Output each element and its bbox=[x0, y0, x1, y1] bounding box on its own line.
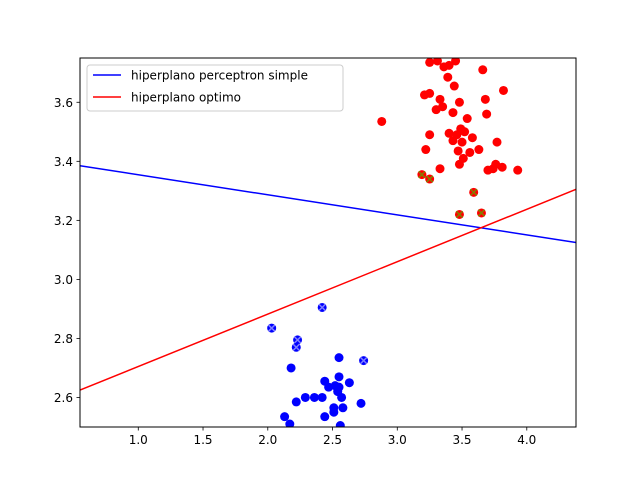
data-point bbox=[454, 159, 464, 169]
data-point bbox=[344, 378, 354, 388]
x-tick-label: 4.0 bbox=[517, 433, 536, 447]
data-point bbox=[465, 147, 475, 157]
data-point bbox=[421, 145, 431, 155]
data-point bbox=[435, 164, 445, 174]
legend: hiperplano perceptron simple hiperplano … bbox=[86, 64, 344, 112]
support-vector-marker bbox=[318, 303, 326, 312]
support-vector-marker bbox=[477, 209, 486, 217]
y-tick-label: 3.2 bbox=[54, 214, 73, 228]
data-point bbox=[449, 81, 459, 91]
data-point bbox=[492, 137, 502, 147]
data-point bbox=[356, 398, 366, 408]
data-point bbox=[435, 94, 445, 104]
data-point bbox=[377, 116, 387, 126]
data-point bbox=[425, 58, 435, 67]
data-point bbox=[480, 94, 490, 104]
data-point bbox=[335, 421, 345, 427]
data-point bbox=[474, 145, 484, 155]
legend-label-optimo: hiperplano optimo bbox=[131, 91, 241, 105]
data-point bbox=[280, 412, 290, 422]
data-point bbox=[337, 392, 347, 402]
data-point bbox=[438, 102, 448, 112]
data-point bbox=[285, 419, 295, 427]
data-point bbox=[291, 397, 301, 407]
data-point bbox=[444, 60, 454, 70]
x-tick-label: 3.5 bbox=[452, 433, 471, 447]
axes-frame bbox=[79, 57, 577, 428]
data-point bbox=[497, 162, 507, 172]
data-point bbox=[454, 97, 464, 107]
data-point bbox=[448, 108, 458, 118]
support-vector-marker bbox=[267, 324, 276, 332]
data-point bbox=[300, 392, 310, 402]
data-point bbox=[425, 88, 435, 98]
perceptron-hyperplane-line bbox=[80, 165, 576, 244]
y-tick-label: 3.0 bbox=[54, 273, 73, 287]
support-vector-marker bbox=[455, 210, 464, 219]
x-tick-label: 3.0 bbox=[388, 433, 407, 447]
support-vector-marker bbox=[425, 175, 434, 183]
y-tick-label: 3.4 bbox=[54, 155, 73, 169]
data-point bbox=[320, 412, 330, 422]
data-point bbox=[513, 165, 523, 175]
x-tick-label: 2.0 bbox=[258, 433, 277, 447]
data-point bbox=[453, 146, 463, 156]
x-tick-label: 1.5 bbox=[193, 433, 212, 447]
legend-box bbox=[86, 64, 344, 112]
support-vector-marker bbox=[293, 336, 302, 344]
data-point bbox=[478, 65, 488, 75]
data-point bbox=[451, 58, 461, 66]
support-vector-marker bbox=[418, 170, 426, 179]
data-point bbox=[448, 136, 458, 146]
x-axis: 1.0 1.5 2.0 2.5 3.0 3.5 4.0 bbox=[129, 427, 536, 447]
support-vector-marker bbox=[292, 343, 301, 352]
data-point bbox=[329, 407, 339, 417]
y-tick-label: 2.8 bbox=[54, 332, 73, 346]
legend-label-perceptron: hiperplano perceptron simple bbox=[131, 69, 308, 83]
data-point bbox=[498, 85, 508, 95]
y-tick-label: 2.6 bbox=[54, 391, 73, 405]
x-tick-label: 1.0 bbox=[129, 433, 148, 447]
x-tick-label: 2.5 bbox=[323, 433, 342, 447]
data-point bbox=[425, 130, 435, 140]
data-point bbox=[432, 58, 442, 66]
data-point bbox=[482, 109, 492, 119]
data-point bbox=[444, 128, 454, 138]
data-point bbox=[338, 403, 348, 413]
y-axis: 2.6 2.8 3.0 3.2 3.4 3.6 bbox=[54, 96, 80, 405]
support-vector-marker bbox=[469, 188, 478, 197]
data-point bbox=[443, 72, 453, 82]
data-point bbox=[309, 392, 319, 402]
y-tick-label: 3.6 bbox=[54, 96, 73, 110]
data-point bbox=[462, 114, 472, 124]
data-point bbox=[334, 372, 344, 382]
data-point bbox=[457, 137, 467, 147]
optimal-hyperplane-line bbox=[80, 188, 576, 391]
support-vector-marker bbox=[359, 356, 368, 365]
plot-area bbox=[80, 58, 576, 427]
data-point bbox=[286, 363, 296, 373]
data-point bbox=[317, 392, 327, 402]
data-point bbox=[467, 133, 477, 143]
data-point bbox=[334, 353, 344, 363]
data-point bbox=[460, 127, 470, 137]
